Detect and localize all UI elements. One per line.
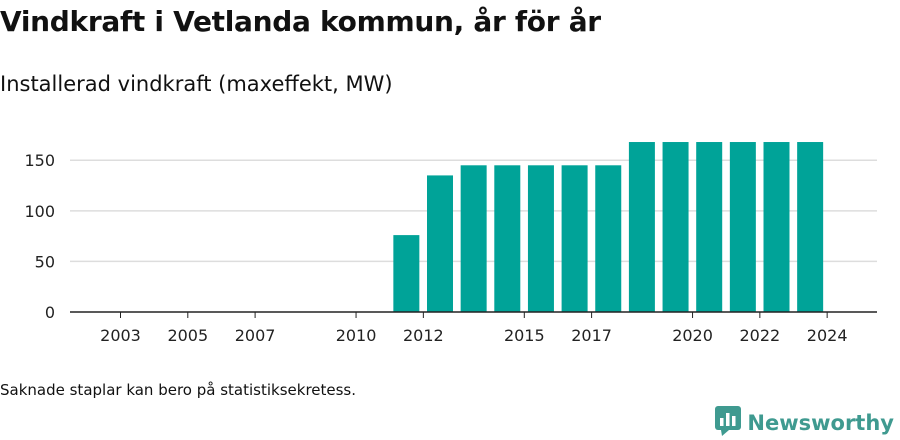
chart-title: Vindkraft i Vetlanda kommun, år för år: [0, 5, 601, 38]
x-tick-label: 2015: [504, 326, 545, 345]
bar-2016: [527, 165, 554, 312]
bar-2022: [729, 142, 756, 312]
newsworthy-logo-icon: [715, 406, 742, 440]
bar-2024: [797, 142, 824, 312]
x-tick-label: 2017: [571, 326, 612, 345]
y-tick-labels: 0 50 100 150: [24, 151, 55, 322]
bar-2017: [561, 165, 588, 312]
footnote: Saknade staplar kan bero på statistiksek…: [0, 381, 357, 399]
x-tick-label: 2020: [672, 326, 713, 345]
x-tick-label: 2007: [235, 326, 276, 345]
x-tick-label: 2005: [167, 326, 208, 345]
y-tick-label: 100: [24, 202, 55, 221]
y-tick-label: 0: [45, 303, 55, 322]
bar-2020: [662, 142, 689, 312]
bar-2012: [393, 235, 420, 312]
bar-2021: [696, 142, 723, 312]
bar-2013: [427, 175, 453, 312]
x-tick-labels: 2003 2005 2007 2010 2012 2015 2017 2020 2022 2024: [100, 312, 848, 345]
newsworthy-brand[interactable]: Newsworthy: [715, 406, 894, 440]
chart-subtitle: Installerad vindkraft (maxeffekt, MW): [0, 72, 393, 96]
bar-2023: [763, 142, 790, 312]
bar-2019: [628, 142, 655, 312]
bar-2015: [494, 165, 521, 312]
brand-name: Newsworthy: [747, 411, 894, 435]
bar-2014: [460, 165, 487, 312]
y-tick-label: 150: [24, 151, 55, 170]
x-tick-label: 2022: [739, 326, 780, 345]
x-tick-label: 2010: [336, 326, 377, 345]
x-tick-label: 2012: [403, 326, 444, 345]
bar-2018: [595, 165, 622, 312]
x-tick-label: 2024: [807, 326, 848, 345]
x-tick-label: 2003: [100, 326, 141, 345]
y-tick-label: 50: [35, 252, 55, 271]
bars: [393, 142, 824, 312]
